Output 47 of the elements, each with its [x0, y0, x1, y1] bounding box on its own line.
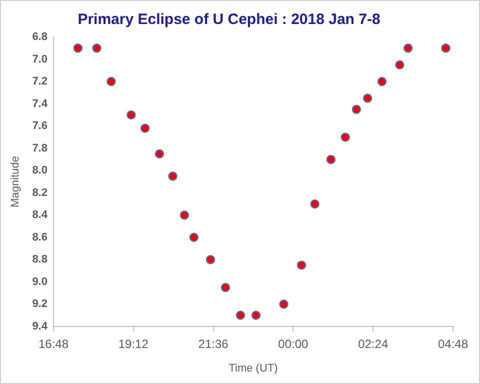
point — [236, 310, 246, 320]
x-tick-label: 04:48 — [438, 336, 468, 351]
y-tick-label: 9.0 — [32, 276, 48, 288]
point — [395, 60, 404, 70]
point — [296, 260, 306, 270]
x-tick-label: 16:48 — [38, 336, 69, 351]
y-tick-label: 7.0 — [32, 53, 48, 66]
point — [403, 44, 413, 53]
y-tick-label: 7.2 — [32, 76, 48, 88]
y-tick-label: 6.8 — [32, 31, 48, 44]
y-tick-label: 9.4 — [32, 320, 48, 332]
y-tick-label: 8.4 — [32, 209, 48, 222]
x-tick-label: 02:24 — [358, 336, 388, 351]
point — [206, 255, 216, 264]
point — [220, 282, 230, 292]
point — [189, 232, 198, 242]
y-tick-label: 8.0 — [32, 164, 48, 177]
point — [168, 172, 178, 181]
chart-title: Primary Eclipse of U Cephei : 2018 Jan 7-8 — [78, 11, 380, 28]
y-tick-label: 9.2 — [32, 298, 48, 310]
point — [140, 124, 150, 133]
x-tick-label: 19:12 — [118, 336, 149, 351]
y-tick-label: 8.2 — [32, 186, 48, 199]
y-tick-label: 7.8 — [32, 142, 48, 154]
x-axis-title: Time (UT) — [228, 362, 278, 374]
y-tick-label: 7.4 — [32, 98, 48, 110]
point — [106, 76, 116, 86]
x-tick-label: 00:00 — [278, 336, 309, 351]
point — [180, 210, 190, 220]
point — [326, 154, 336, 164]
point — [377, 76, 387, 86]
point — [310, 199, 320, 209]
point — [352, 104, 362, 114]
point — [279, 300, 288, 309]
point — [362, 94, 372, 103]
point — [340, 132, 350, 142]
point — [251, 310, 261, 320]
point — [73, 44, 83, 53]
point — [126, 110, 136, 120]
point — [154, 149, 164, 158]
y-tick-label: 8.8 — [32, 254, 48, 266]
point — [441, 44, 450, 53]
y-tick-label: 8.6 — [32, 231, 48, 244]
x-tick-label: 21:36 — [198, 336, 229, 351]
point — [92, 44, 102, 53]
y-tick-label: 7.6 — [32, 120, 48, 132]
y-axis-title: Magnitude — [10, 156, 22, 208]
